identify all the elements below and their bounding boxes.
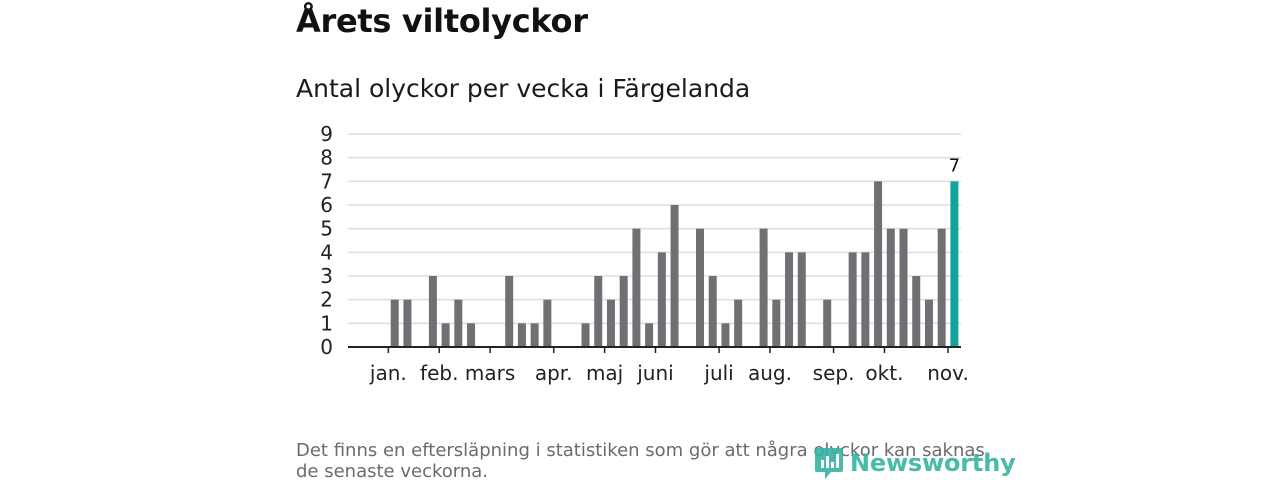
y-tick-label: 6 xyxy=(320,193,333,217)
footnote: Det finns en eftersläpning i statistiken… xyxy=(296,440,985,480)
x-tick-label: juli xyxy=(703,361,733,385)
bar xyxy=(581,323,590,347)
bar xyxy=(823,299,832,347)
page-title: Årets viltolyckor xyxy=(296,2,588,40)
x-tick-label: aug. xyxy=(748,361,792,385)
bar xyxy=(467,323,476,347)
bar xyxy=(912,276,921,347)
bars xyxy=(390,181,959,347)
bar xyxy=(924,299,933,347)
bar xyxy=(454,299,463,347)
x-tick-label: feb. xyxy=(420,361,458,385)
data-labels: 7 xyxy=(949,155,960,176)
bar xyxy=(441,323,450,347)
y-tick-label: 8 xyxy=(320,146,333,170)
newsworthy-logo: Newsworthy xyxy=(814,446,1016,480)
chart-title: Antal olyckor per vecka i Färgelanda xyxy=(296,74,751,103)
newsworthy-logo-icon xyxy=(815,448,843,479)
bar xyxy=(505,276,514,347)
y-tick-label: 1 xyxy=(320,311,333,335)
bar xyxy=(543,299,552,347)
bar xyxy=(899,228,908,347)
grid-lines xyxy=(348,133,961,325)
y-tick-label: 7 xyxy=(320,169,333,193)
bar xyxy=(721,323,730,347)
y-tick-label: 0 xyxy=(320,335,333,359)
bar xyxy=(670,205,679,347)
x-tick-label: sep. xyxy=(813,361,855,385)
bar xyxy=(797,252,806,347)
bar xyxy=(696,228,704,347)
bar xyxy=(886,228,895,347)
y-tick-label: 2 xyxy=(320,288,333,312)
bar xyxy=(390,299,399,347)
bar xyxy=(772,299,781,347)
bar xyxy=(517,323,526,347)
y-tick-label: 9 xyxy=(320,122,333,146)
bar xyxy=(530,323,539,347)
x-tick-label: jan. xyxy=(369,361,407,385)
bar xyxy=(657,252,666,347)
bar xyxy=(632,228,641,347)
x-tick-label: okt. xyxy=(865,361,903,385)
bar xyxy=(594,276,603,347)
bar xyxy=(734,299,743,347)
y-tick-label: 4 xyxy=(320,240,333,264)
bar xyxy=(403,299,412,347)
bar xyxy=(785,252,794,347)
y-tick-label: 5 xyxy=(320,217,333,241)
bar xyxy=(759,228,768,347)
x-axis: jan. feb. mars apr. maj juni juli aug. sep. okt. n… xyxy=(348,346,969,385)
bar xyxy=(606,299,615,347)
x-tick-label: juni xyxy=(636,361,673,385)
data-label: 7 xyxy=(949,155,960,176)
newsworthy-logo-text: Newsworthy xyxy=(850,449,1016,477)
x-tick-label: nov. xyxy=(927,361,969,385)
bar xyxy=(861,252,870,347)
bar xyxy=(645,323,654,347)
x-tick-label: maj xyxy=(586,361,623,385)
y-tick-label: 3 xyxy=(320,264,333,288)
bar xyxy=(708,276,717,347)
bar xyxy=(428,276,437,347)
bar xyxy=(848,252,857,347)
x-tick-label: apr. xyxy=(535,361,573,385)
bar-highlight xyxy=(950,181,959,347)
bar xyxy=(874,181,883,347)
bar xyxy=(937,228,946,347)
bar xyxy=(619,276,628,347)
x-tick-label: mars xyxy=(465,361,515,385)
